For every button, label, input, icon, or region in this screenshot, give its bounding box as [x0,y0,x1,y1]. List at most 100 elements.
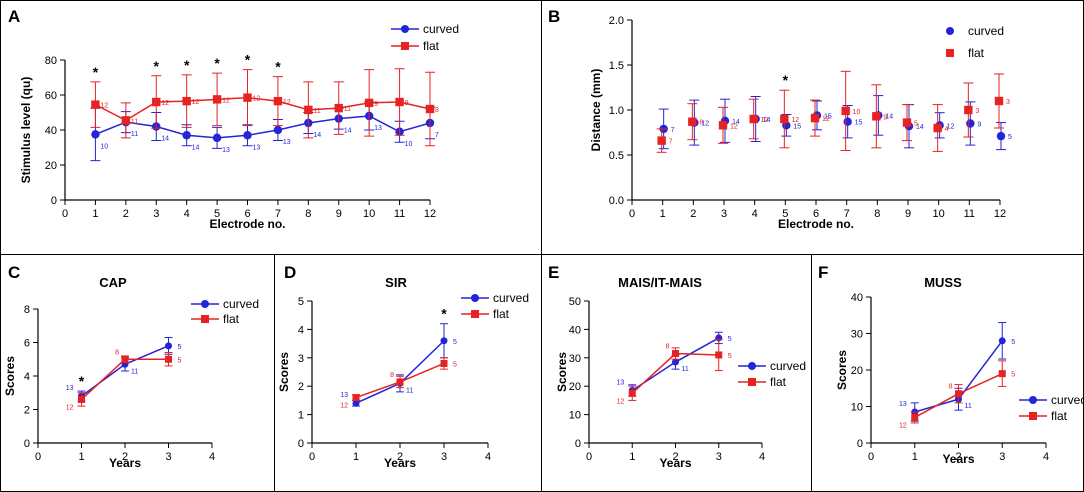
x-tick-label: 12 [424,208,436,220]
sample-size-label-curved: 11 [682,366,689,373]
sample-size-label-flat: 11 [313,108,320,115]
sample-size-label-flat: 12 [192,99,200,106]
sample-size-label-flat: 8 [115,349,119,356]
data-point-flat [395,97,404,107]
significance-star: * [441,306,447,322]
panel-letter: F [818,263,828,282]
x-tick-label: 3 [153,208,159,220]
legend-marker-curved [201,300,209,308]
sample-size-label-flat: 12 [616,398,624,405]
legend-marker-curved [471,294,479,302]
data-point-flat [998,370,1006,378]
y-tick-label: 60 [45,90,57,102]
y-tick-label: 4 [24,371,30,383]
x-tick-label: 4 [759,451,765,463]
sample-size-label-flat: 12 [899,422,907,429]
x-tick-label: 1 [660,208,666,220]
sample-size-label-flat: 11 [344,106,351,113]
y-tick-label: 50 [569,296,581,308]
sample-size-label-flat: 7 [669,139,673,146]
significance-star: * [93,64,99,80]
y-tick-label: 1.0 [609,105,624,117]
legend-label-curved: curved [223,297,259,311]
data-point-flat [628,389,636,397]
y-axis-title: Scores [3,356,17,396]
data-point-flat [212,95,222,104]
x-tick-label: 1 [912,451,918,463]
data-point-curved [273,125,283,135]
sample-size-label-flat: 5 [178,357,182,364]
y-tick-label: 0 [575,438,581,450]
data-point-curved [996,131,1006,141]
y-tick-label: 20 [851,365,863,377]
data-point-flat [749,114,758,124]
y-tick-label: 0 [298,438,304,450]
data-point-curved [182,131,191,140]
sample-size-label-curved: 14 [885,113,893,120]
data-point-flat [273,96,283,106]
y-tick-label: 10 [569,410,581,422]
data-point-flat [911,413,919,421]
data-point-flat [78,395,85,403]
x-tick-label: 0 [309,451,315,463]
sample-size-label-curved: 14 [763,117,771,124]
data-point-flat [810,113,820,123]
legend-label-curved: curved [968,24,1004,38]
x-tick-label: 0 [586,451,592,463]
panel-letter: C [8,263,20,282]
series-line-flat [95,96,431,122]
sample-size-label-curved: 13 [340,392,348,399]
sample-size-label-curved: 13 [374,125,382,132]
sample-size-label-curved: 10 [405,141,413,148]
sample-size-label-flat: 12 [161,100,169,107]
sample-size-label-flat: 3 [975,108,979,115]
x-axis-title: Electrode no. [209,217,285,231]
data-point-curved [998,337,1006,345]
sample-size-label-curved: 11 [131,131,138,138]
legend-label-flat: flat [423,39,440,53]
sample-size-label-curved: 12 [947,123,955,130]
data-point-curved [91,130,100,139]
legend-marker-curved [946,27,954,35]
data-point-flat [657,136,666,145]
legend-marker-curved [1029,396,1037,404]
x-tick-label: 2 [122,451,128,463]
sample-size-label-curved: 15 [855,120,863,127]
sample-size-label-curved: 14 [313,132,321,139]
y-tick-label: 0.0 [609,195,624,207]
data-point-flat [182,96,191,106]
y-tick-label: 1 [298,410,304,422]
sample-size-label-curved: 13 [66,385,74,392]
data-point-flat [425,104,435,114]
data-point-curved [212,133,222,143]
legend-marker-flat [1029,412,1037,420]
sample-size-label-curved: 9 [977,122,981,129]
sample-size-label-flat: 9 [883,114,887,121]
legend-marker-curved [748,362,756,370]
sample-size-label-curved: 14 [192,144,200,151]
y-tick-label: 0 [51,195,57,207]
sample-size-label-flat: 8 [699,120,703,127]
significance-star: * [275,59,281,75]
sample-size-label-flat: 12 [253,96,261,103]
x-tick-label: 0 [629,208,635,220]
sample-size-label-flat: 12 [761,117,769,124]
sample-size-label-curved: 13 [222,147,230,154]
data-point-flat [121,355,129,363]
sample-size-label-curved: 5 [728,336,732,343]
data-point-curved [672,358,679,366]
legend-marker-flat [401,42,409,50]
x-tick-label: 10 [933,208,945,220]
sample-size-label-flat: 12 [340,403,348,410]
significance-star: * [184,57,190,73]
legend-marker-flat [748,378,756,386]
y-tick-label: 2.0 [609,15,624,27]
sample-size-label-curved: 14 [161,136,169,143]
x-axis-title: Years [942,452,974,466]
x-tick-label: 4 [752,208,758,220]
